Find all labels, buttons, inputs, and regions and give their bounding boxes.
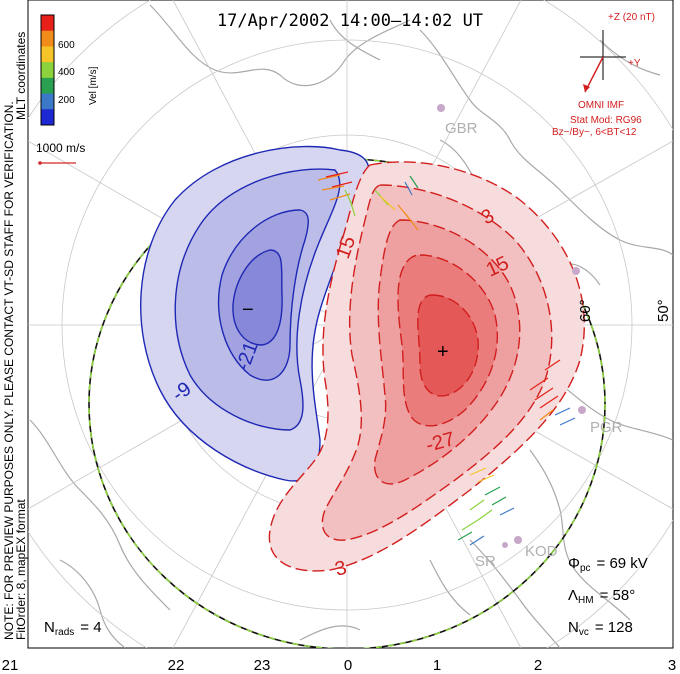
mlt-tick-23: 23 <box>254 657 271 674</box>
colorbar-segment <box>41 15 54 32</box>
station-gbr: GBR <box>445 120 478 137</box>
nrads-symbol: N <box>44 619 55 636</box>
contour-label-max: + <box>437 341 449 363</box>
mlt-tick-3: 3 <box>668 657 676 674</box>
station-pgr: PGR <box>590 419 623 436</box>
lambda-hm-sub: HM <box>578 595 594 606</box>
imf-statmod-label: Stat Mod: RG96 <box>570 115 642 126</box>
nvc-value: = 128 <box>595 619 633 636</box>
scale-vector-label: 1000 m/s <box>36 141 85 155</box>
svg-text:Φpc= 69 kV: Φpc = 69 kV <box>568 555 648 574</box>
imf-clock <box>580 30 626 93</box>
phi-pc-sub: pc <box>580 563 591 574</box>
imf-y-label: +Y <box>628 58 641 69</box>
positive-potential-cell <box>268 161 585 572</box>
preview-note: NOTE: FOR PREVIEW PURPOSES ONLY. PLEASE … <box>2 101 16 640</box>
imf-omni-label: OMNI IMF <box>578 100 624 111</box>
station-markers <box>437 104 586 548</box>
velocity-colorbar <box>40 14 55 126</box>
station-sr: SR <box>475 553 496 570</box>
heppner-maynard-boundary-dash <box>88 158 606 648</box>
contour-label-3bottom: 3 <box>333 557 349 581</box>
colorbar-tick-400: 400 <box>58 67 75 78</box>
colorbar-segment <box>41 109 54 126</box>
phi-pc-value: = 69 kV <box>597 555 648 572</box>
mlt-coordinates-label: MLT coordinates <box>14 32 28 120</box>
lambda-hm-value: = 58° <box>600 587 636 604</box>
colorbar-segment <box>41 46 54 63</box>
colorbar-border <box>40 14 55 126</box>
lat-label-50: 50° <box>655 299 672 322</box>
colorbar-segment <box>41 93 54 110</box>
contour-label-min: − <box>242 299 254 321</box>
nvc-sub: vc <box>579 627 589 638</box>
lat-label-60: 60° <box>577 299 594 322</box>
colorbar-segment <box>41 62 54 79</box>
mlt-axis: 21 22 23 0 1 2 3 <box>2 657 677 674</box>
coastline-layer <box>29 4 673 648</box>
imf-condition-label: Bz−/By−, 6<BT<12 <box>552 127 637 138</box>
velocity-vectors <box>317 171 576 546</box>
station-kod: KOD <box>525 543 558 560</box>
lambda-hm-symbol: Λ <box>568 587 578 604</box>
negative-potential-cell <box>140 145 370 482</box>
stats-panel: Φpc = 69 kV ΛHM = 58° Nvc = 128 Nrads = 4 <box>44 555 648 638</box>
scale-vector-dot <box>38 161 42 165</box>
nrads-sub: rads <box>55 627 74 638</box>
svg-text:Nrads= 4: Nrads = 4 <box>44 619 102 638</box>
mlt-tick-0: 0 <box>344 657 352 674</box>
phi-pc-symbol: Φ <box>568 555 580 572</box>
colorbar-segment <box>41 77 54 95</box>
colorbar-tick-200: 200 <box>58 95 75 106</box>
map-title: 17/Apr/2002 14:00–14:02 UT <box>217 11 483 31</box>
mlt-tick-22: 22 <box>168 657 185 674</box>
mlt-tick-21: 21 <box>2 657 19 674</box>
nvc-symbol: N <box>568 619 579 636</box>
colorbar-label: Vel [m/s] <box>88 66 99 105</box>
nrads-value: = 4 <box>80 619 101 636</box>
svg-text:Nvc= 128: Nvc = 128 <box>568 619 633 638</box>
colorbar-segment <box>41 30 54 47</box>
imf-z-label: +Z (20 nT) <box>608 12 655 23</box>
fitorder-note: FitOrder: 8, mapEX format <box>14 499 28 640</box>
svg-text:ΛHM= 58°: ΛHM = 58° <box>568 587 635 606</box>
mlt-tick-2: 2 <box>534 657 542 674</box>
colorbar-tick-600: 600 <box>58 40 75 51</box>
mlt-tick-1: 1 <box>433 657 441 674</box>
